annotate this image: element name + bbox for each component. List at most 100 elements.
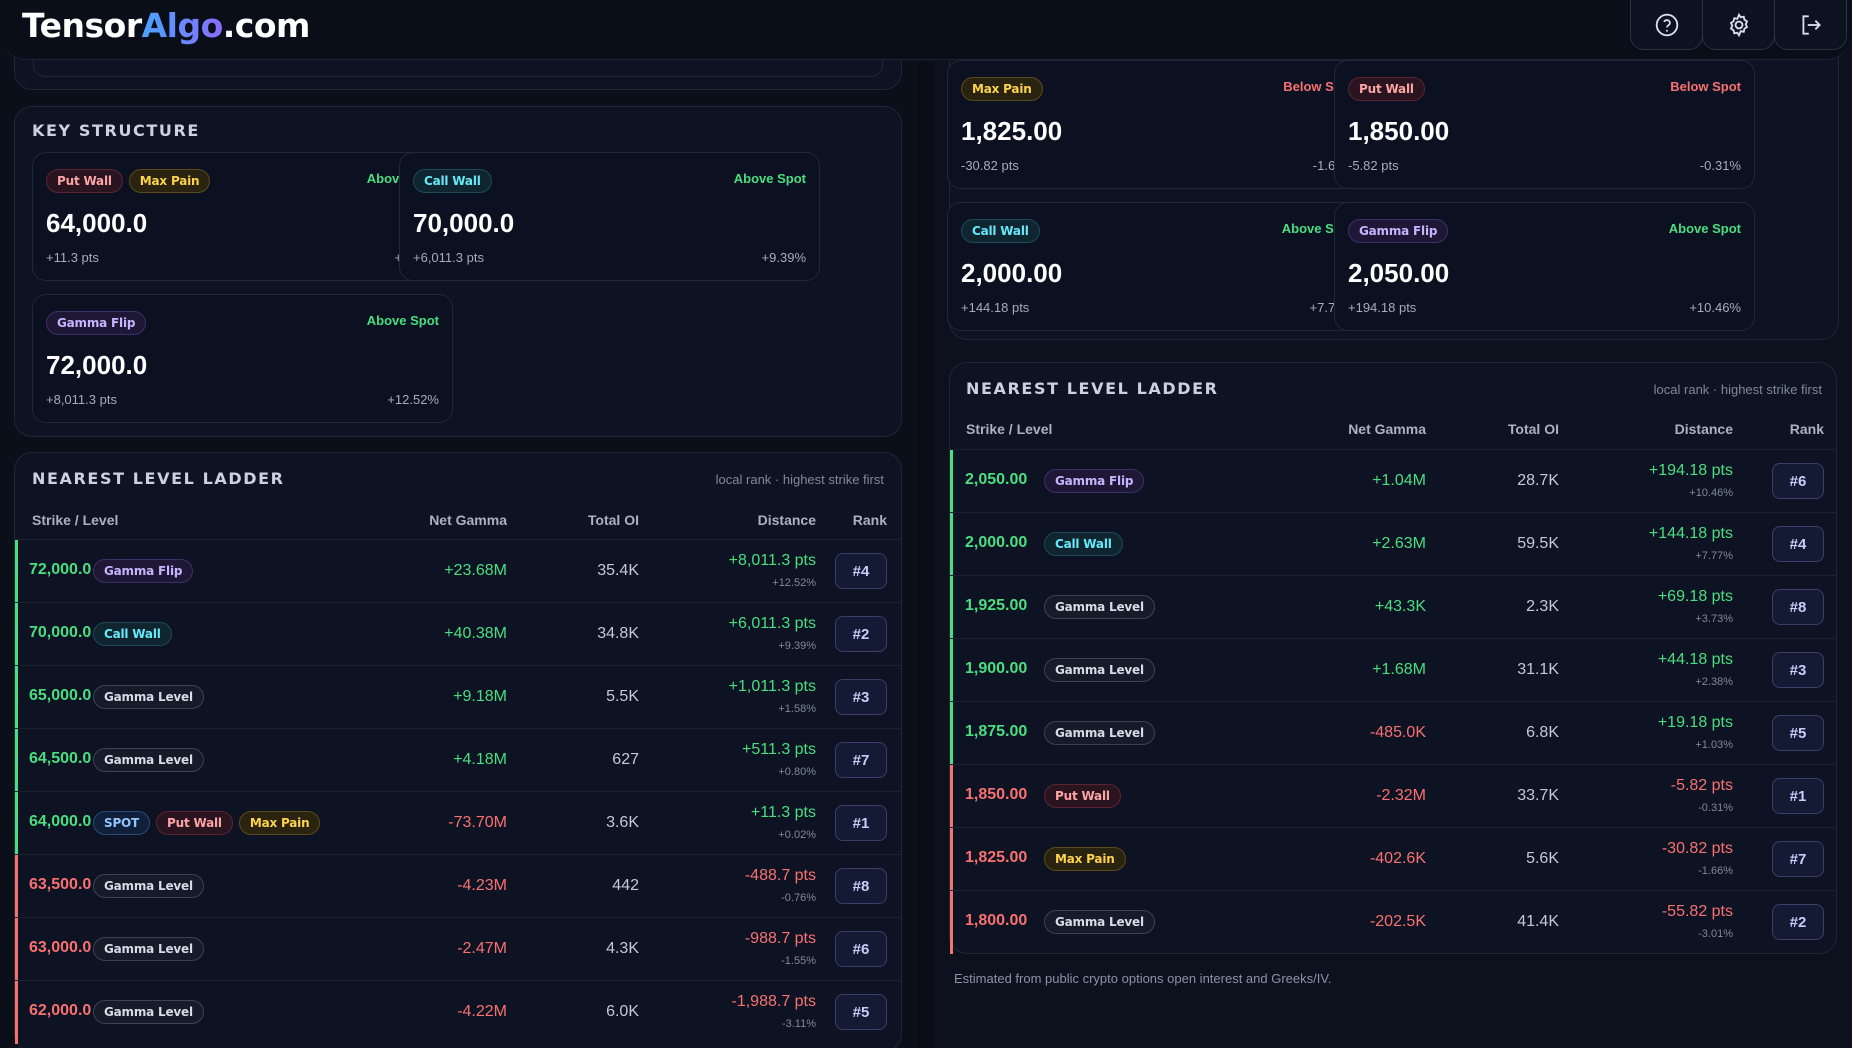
table-row[interactable]: 62,000.0 Gamma Level -4.22M 6.0K -1,988.7 pt… xyxy=(15,980,901,1044)
table-row[interactable]: 64,500.0 Gamma Level +4.18M 627 +511.3 pts +0… xyxy=(15,728,901,792)
spot-side-label: Above Spot xyxy=(733,171,806,186)
table-row[interactable]: 2,000.00 Call Wall +2.63M 59.5K +144.18 pts +… xyxy=(950,512,1836,576)
table-row[interactable]: 1,850.00 Put Wall -2.32M 33.7K -5.82 pts -0.3… xyxy=(950,764,1836,828)
table-row[interactable]: 1,900.00 Gamma Level +1.68M 31.1K +44.18 pts… xyxy=(950,638,1836,702)
table-row[interactable]: 1,825.00 Max Pain -402.6K 5.6K -30.82 pts -1.… xyxy=(950,827,1836,891)
level-price: 64,000.0 xyxy=(46,208,148,238)
rank-badge[interactable]: #6 xyxy=(1772,463,1824,499)
net-gamma-value: -2.47M xyxy=(457,940,507,957)
help-icon xyxy=(1655,13,1678,36)
net-gamma-value: -4.22M xyxy=(457,1003,507,1020)
total-oi-value: 59.5K xyxy=(1517,535,1559,552)
direction-bar xyxy=(15,540,18,603)
strike-value: 62,000.0 xyxy=(29,1002,92,1019)
rank-badge[interactable]: #7 xyxy=(1772,841,1824,877)
logo-text-algo: Algo xyxy=(141,6,224,45)
rank-badge[interactable]: #6 xyxy=(835,931,887,967)
level-price: 1,825.00 xyxy=(961,116,1063,146)
rank-badge[interactable]: #3 xyxy=(1772,652,1824,688)
rank-badge[interactable]: #4 xyxy=(1772,526,1824,562)
net-gamma-value: +40.38M xyxy=(444,625,507,642)
col-header-net-gamma[interactable]: Net Gamma xyxy=(1348,421,1426,437)
distance-percent: -0.31% xyxy=(1698,802,1733,814)
distance-points: -1,988.7 pts xyxy=(731,993,817,1010)
tag-gamma-level: Gamma Level xyxy=(1044,721,1155,745)
distance-points: -5.82 pts xyxy=(1670,777,1733,794)
strike-value: 1,925.00 xyxy=(965,597,1028,614)
distance-points: +69.18 pts xyxy=(1657,588,1733,605)
tag-gamma-level: Gamma Level xyxy=(1044,658,1155,682)
total-oi-value: 5.6K xyxy=(1526,850,1559,867)
col-header-net-gamma[interactable]: Net Gamma xyxy=(429,512,507,528)
col-header-total-oi[interactable]: Total OI xyxy=(1507,421,1559,437)
tag-call-wall: Call Wall xyxy=(961,219,1040,243)
level-card[interactable]: Call Wall Above Spot 70,000.0 +6,011.3 pts +… xyxy=(399,152,820,281)
strike-value: 63,000.0 xyxy=(29,939,92,956)
tag-max-pain: Max Pain xyxy=(1044,847,1126,871)
strike-value: 1,900.00 xyxy=(965,660,1028,677)
card-tags: Call Wall xyxy=(961,219,1040,243)
rank-badge[interactable]: #2 xyxy=(835,616,887,652)
distance-points: -55.82 pts xyxy=(1661,903,1733,920)
table-row[interactable]: 1,800.00 Gamma Level -202.5K 41.4K -55.82 pt… xyxy=(950,890,1836,954)
distance-percent: +1.58% xyxy=(778,703,816,715)
settings-button[interactable] xyxy=(1702,0,1775,50)
spot-side-label: Below Spot xyxy=(1670,79,1741,94)
tag-spot: SPOT xyxy=(93,811,151,835)
direction-bar xyxy=(950,513,953,576)
col-header-rank[interactable]: Rank xyxy=(1789,421,1824,437)
level-card[interactable]: Put Wall Below Spot 1,850.00 -5.82 pts -0.31… xyxy=(1334,60,1755,189)
level-price: 72,000.0 xyxy=(46,350,148,380)
total-oi-value: 28.7K xyxy=(1517,472,1559,489)
table-row[interactable]: 1,875.00 Gamma Level -485.0K 6.8K +19.18 pts… xyxy=(950,701,1836,765)
help-button[interactable] xyxy=(1630,0,1703,50)
rank-badge[interactable]: #8 xyxy=(1772,589,1824,625)
col-header-strike[interactable]: Strike / Level xyxy=(966,421,1053,437)
table-row[interactable]: 63,500.0 Gamma Level -4.23M 442 -488.7 pts -0… xyxy=(15,854,901,918)
table-row[interactable]: 1,925.00 Gamma Level +43.3K 2.3K +69.18 pts +… xyxy=(950,575,1836,639)
col-header-distance[interactable]: Distance xyxy=(1674,421,1733,437)
table-row[interactable]: 70,000.0 Call Wall +40.38M 34.8K +6,011.3 pt… xyxy=(15,602,901,666)
rank-badge[interactable]: #8 xyxy=(835,868,887,904)
distance-percent: -0.31% xyxy=(1699,158,1741,173)
col-header-strike[interactable]: Strike / Level xyxy=(32,512,119,528)
rank-badge[interactable]: #5 xyxy=(835,994,887,1030)
left-ladder-panel: NEAREST LEVEL LADDER local rank · highes… xyxy=(14,452,902,1048)
rank-badge[interactable]: #4 xyxy=(835,553,887,589)
level-card[interactable]: Gamma Flip Above Spot 72,000.0 +8,011.3 pts… xyxy=(32,294,453,423)
table-row[interactable]: 72,000.0 Gamma Flip +23.68M 35.4K +8,011.3 p… xyxy=(15,539,901,603)
level-card[interactable]: Gamma Flip Above Spot 2,050.00 +194.18 pts +… xyxy=(1334,202,1755,331)
tag-max-pain: Max Pain xyxy=(128,169,211,193)
rank-badge[interactable]: #7 xyxy=(835,742,887,778)
rank-badge[interactable]: #5 xyxy=(1772,715,1824,751)
level-price: 1,850.00 xyxy=(1348,116,1450,146)
strike-value: 1,800.00 xyxy=(965,912,1028,929)
logout-button[interactable] xyxy=(1774,0,1847,50)
distance-points: +144.18 pts xyxy=(1648,525,1733,542)
table-row[interactable]: 64,000.0 SPOT Put Wall Max Pain -73.70M 3.6K +… xyxy=(15,791,901,855)
col-header-rank[interactable]: Rank xyxy=(852,512,887,528)
rank-badge[interactable]: #1 xyxy=(835,805,887,841)
logo-text-tensor: Tensor xyxy=(22,6,142,45)
logo[interactable]: TensorAlgo.com xyxy=(22,6,310,45)
direction-bar xyxy=(15,603,18,666)
rank-badge[interactable]: #2 xyxy=(1772,904,1824,940)
total-oi-value: 4.3K xyxy=(606,940,639,957)
rank-badge[interactable]: #3 xyxy=(835,679,887,715)
level-price: 2,000.00 xyxy=(961,258,1063,288)
distance-percent: +3.73% xyxy=(1695,613,1733,625)
table-row[interactable]: 63,000.0 Gamma Level -2.47M 4.3K -988.7 pts -… xyxy=(15,917,901,981)
level-tags: Gamma Flip xyxy=(1044,469,1145,493)
table-row[interactable]: 65,000.0 Gamma Level +9.18M 5.5K +1,011.3 pt… xyxy=(15,665,901,729)
distance-points: +19.18 pts xyxy=(1657,714,1733,731)
level-tags: Gamma Level xyxy=(93,937,204,961)
rank-badge[interactable]: #1 xyxy=(1772,778,1824,814)
table-row[interactable]: 2,050.00 Gamma Flip +1.04M 28.7K +194.18 pts… xyxy=(950,449,1836,513)
distance-points: +6,011.3 pts xyxy=(413,250,484,265)
col-header-total-oi[interactable]: Total OI xyxy=(587,512,639,528)
level-card[interactable]: Call Wall Above Spot 2,000.00 +144.18 pts +7… xyxy=(947,202,1368,331)
distance-points: +511.3 pts xyxy=(742,741,816,758)
col-header-distance[interactable]: Distance xyxy=(757,512,816,528)
